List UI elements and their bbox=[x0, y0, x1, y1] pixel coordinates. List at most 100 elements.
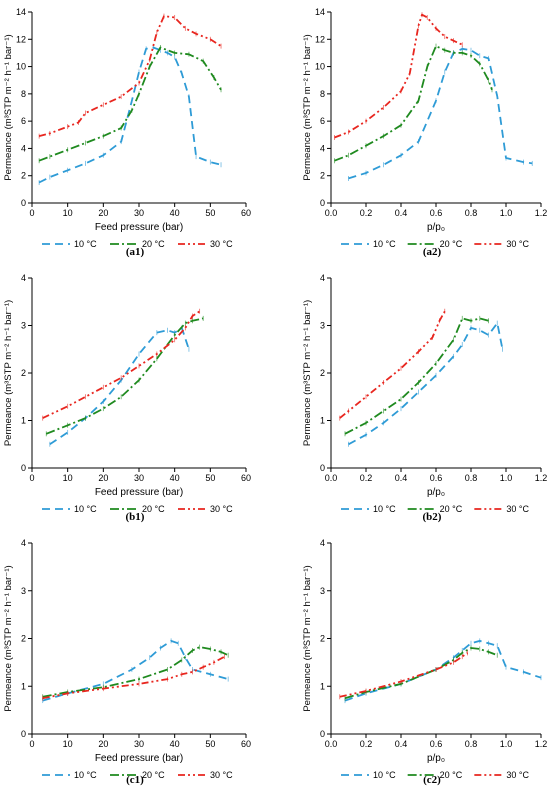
legend-label: 30 °C bbox=[210, 770, 233, 780]
x-axis-label: Feed pressure (bar) bbox=[95, 222, 183, 233]
x-tick-label: 50 bbox=[205, 473, 215, 483]
y-tick-label: 1 bbox=[21, 416, 26, 426]
x-tick-label: 40 bbox=[170, 473, 180, 483]
series-line-20c bbox=[334, 45, 493, 162]
y-tick-label: 4 bbox=[320, 143, 325, 153]
panel-caption: (c1) bbox=[126, 774, 144, 786]
panel-caption: (c2) bbox=[423, 774, 441, 786]
y-axis-label: Permeance (m³STP m⁻² h⁻¹ bar⁻¹) bbox=[3, 300, 14, 446]
y-tick-label: 2 bbox=[320, 634, 325, 644]
y-tick-label: 0 bbox=[21, 463, 26, 473]
x-tick-label: 0.4 bbox=[395, 208, 408, 218]
x-tick-label: 0.0 bbox=[325, 739, 338, 749]
panel-caption: (a1) bbox=[126, 246, 145, 258]
y-tick-label: 10 bbox=[315, 62, 325, 72]
x-axis-label: p/p₀ bbox=[427, 487, 445, 498]
series-line-20c bbox=[38, 46, 222, 162]
legend-label: 30 °C bbox=[210, 504, 233, 514]
y-tick-label: 0 bbox=[320, 729, 325, 739]
x-tick-label: 60 bbox=[241, 473, 251, 483]
y-tick-label: 4 bbox=[21, 273, 26, 283]
y-tick-label: 4 bbox=[21, 538, 26, 548]
y-tick-label: 14 bbox=[315, 7, 325, 17]
x-tick-label: 0 bbox=[29, 473, 34, 483]
y-tick-label: 8 bbox=[320, 89, 325, 99]
series-line-20c bbox=[45, 317, 204, 435]
x-tick-label: 0.8 bbox=[465, 739, 478, 749]
panel-caption: (a2) bbox=[423, 246, 442, 258]
x-tick-label: 0 bbox=[29, 739, 34, 749]
x-tick-label: 10 bbox=[63, 208, 73, 218]
x-tick-label: 60 bbox=[241, 739, 251, 749]
x-tick-label: 0.6 bbox=[430, 739, 443, 749]
legend-label: 10 °C bbox=[373, 504, 396, 514]
panel-caption: (b2) bbox=[423, 511, 442, 523]
legend-label: 10 °C bbox=[74, 239, 97, 249]
x-tick-label: 0 bbox=[29, 208, 34, 218]
y-tick-label: 3 bbox=[320, 586, 325, 596]
x-tick-label: 0.6 bbox=[430, 473, 443, 483]
panel-caption: (b1) bbox=[126, 511, 145, 523]
y-tick-label: 12 bbox=[315, 34, 325, 44]
y-tick-label: 6 bbox=[320, 116, 325, 126]
x-tick-label: 1.2 bbox=[535, 208, 548, 218]
y-tick-label: 0 bbox=[320, 198, 325, 208]
y-tick-label: 0 bbox=[21, 729, 26, 739]
x-tick-label: 1.0 bbox=[500, 208, 513, 218]
legend-label: 10 °C bbox=[74, 504, 97, 514]
series-line-10c bbox=[348, 47, 533, 180]
y-tick-label: 2 bbox=[320, 171, 325, 181]
y-tick-label: 1 bbox=[21, 681, 26, 691]
legend-label: 10 °C bbox=[373, 239, 396, 249]
y-tick-label: 3 bbox=[21, 586, 26, 596]
series-line-30c bbox=[38, 15, 222, 137]
y-axis-label: Permeance (m³STP m⁻² h⁻¹ bar⁻¹) bbox=[302, 565, 313, 711]
legend-label: 30 °C bbox=[506, 504, 529, 514]
y-tick-label: 2 bbox=[320, 368, 325, 378]
x-tick-label: 30 bbox=[134, 739, 144, 749]
panel-a1: 0 10 20 30 40 50 60 0 2 4 6 8 10 12 14 Feed pressure (b… bbox=[3, 7, 251, 258]
y-axis-label: Permeance (m³STP m⁻² h⁻¹ bar⁻¹) bbox=[302, 34, 313, 180]
y-tick-label: 1 bbox=[320, 681, 325, 691]
legend-label: 30 °C bbox=[210, 239, 233, 249]
x-tick-label: 30 bbox=[134, 473, 144, 483]
y-tick-label: 14 bbox=[16, 7, 26, 17]
y-axis-label: Permeance (m³STP m⁻² h⁻¹ bar⁻¹) bbox=[302, 300, 313, 446]
legend-label: 20 °C bbox=[142, 770, 165, 780]
y-axis-label: Permeance (m³STP m⁻² h⁻¹ bar⁻¹) bbox=[3, 34, 14, 180]
x-tick-label: 30 bbox=[134, 208, 144, 218]
x-tick-label: 0.4 bbox=[395, 473, 408, 483]
y-tick-label: 6 bbox=[21, 116, 26, 126]
legend-label: 30 °C bbox=[506, 770, 529, 780]
y-tick-label: 3 bbox=[320, 321, 325, 331]
y-tick-label: 4 bbox=[21, 143, 26, 153]
x-tick-label: 0.2 bbox=[360, 739, 373, 749]
x-tick-label: 0.8 bbox=[465, 208, 478, 218]
x-tick-label: 0.8 bbox=[465, 473, 478, 483]
legend-label: 30 °C bbox=[506, 239, 529, 249]
x-tick-label: 0.2 bbox=[360, 473, 373, 483]
x-tick-label: 60 bbox=[241, 208, 251, 218]
x-tick-label: 50 bbox=[205, 739, 215, 749]
x-tick-label: 10 bbox=[63, 739, 73, 749]
x-tick-label: 1.2 bbox=[535, 739, 548, 749]
x-axis-label: Feed pressure (bar) bbox=[95, 487, 183, 498]
y-tick-label: 1 bbox=[320, 416, 325, 426]
legend-label: 20 °C bbox=[440, 239, 463, 249]
series-line-10c bbox=[348, 322, 504, 446]
y-tick-label: 3 bbox=[21, 321, 26, 331]
y-axis-label: Permeance (m³STP m⁻² h⁻¹ bar⁻¹) bbox=[3, 565, 14, 711]
legend-label: 10 °C bbox=[74, 770, 97, 780]
x-tick-label: 20 bbox=[98, 473, 108, 483]
y-tick-label: 12 bbox=[16, 34, 26, 44]
series-line-30c bbox=[42, 310, 201, 419]
y-tick-label: 10 bbox=[16, 62, 26, 72]
x-tick-label: 0.0 bbox=[325, 208, 338, 218]
x-tick-label: 50 bbox=[205, 208, 215, 218]
legend-label: 20 °C bbox=[142, 504, 165, 514]
x-tick-label: 0.0 bbox=[325, 473, 338, 483]
x-axis-label: p/p₀ bbox=[427, 753, 445, 764]
legend-label: 20 °C bbox=[142, 239, 165, 249]
x-tick-label: 40 bbox=[170, 208, 180, 218]
